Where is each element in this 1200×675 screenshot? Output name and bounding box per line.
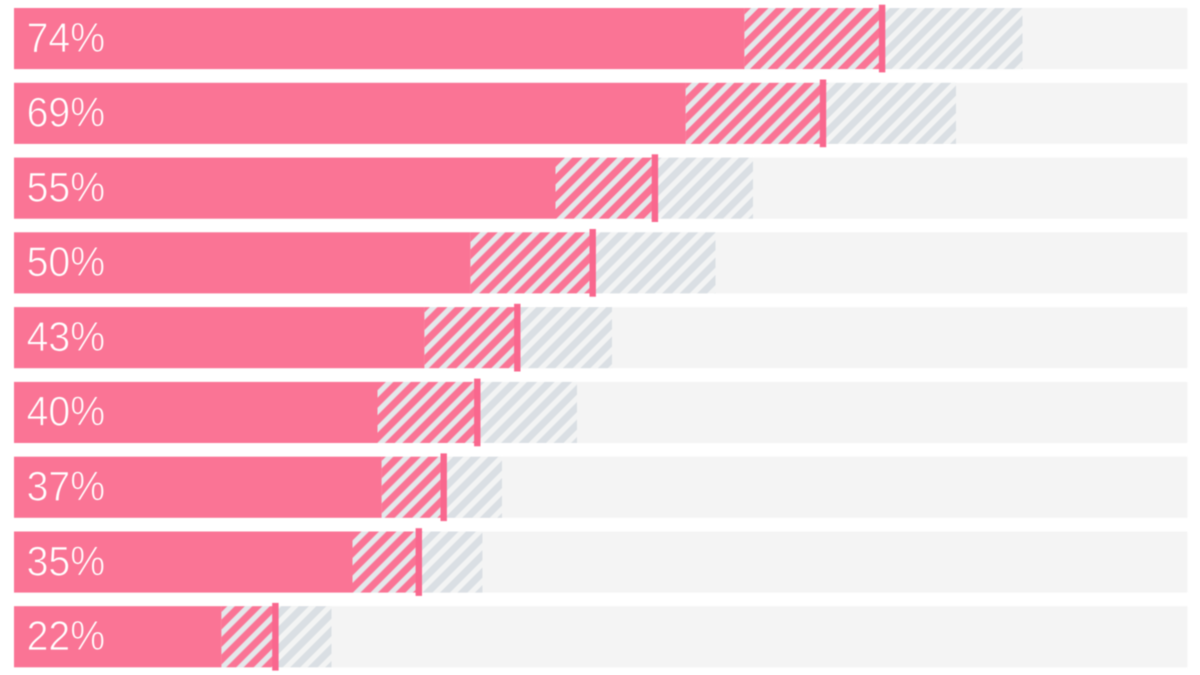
svg-text:43%: 43% xyxy=(27,313,106,360)
svg-text:55%: 55% xyxy=(27,163,106,210)
svg-text:50%: 50% xyxy=(27,238,106,285)
svg-text:37%: 37% xyxy=(27,463,106,510)
svg-text:74%: 74% xyxy=(27,14,106,61)
svg-text:40%: 40% xyxy=(27,388,106,435)
svg-text:35%: 35% xyxy=(27,537,106,584)
svg-text:69%: 69% xyxy=(27,89,106,136)
svg-text:22%: 22% xyxy=(27,612,106,659)
